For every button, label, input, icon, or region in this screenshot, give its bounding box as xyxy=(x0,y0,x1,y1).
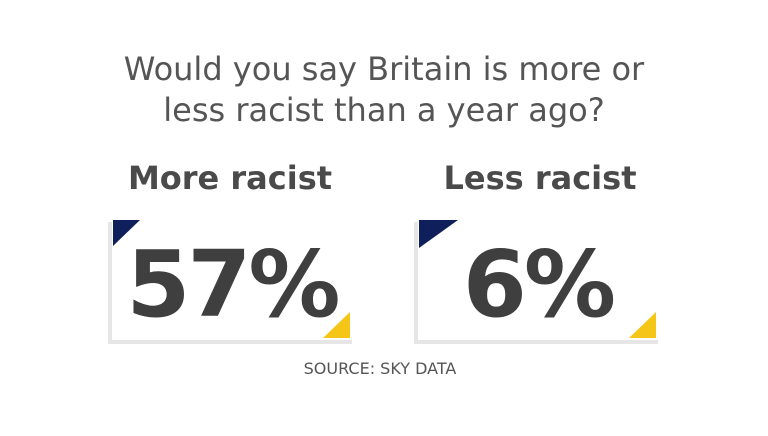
card-value: 6% xyxy=(463,231,614,338)
corner-yellow xyxy=(323,312,350,338)
card-shadow xyxy=(108,222,352,344)
card-box xyxy=(110,222,350,342)
card-label: Less racist xyxy=(444,159,637,197)
title-line: Would you say Britain is more or xyxy=(124,50,645,88)
card-value: 57% xyxy=(126,231,338,338)
corner-navy xyxy=(419,220,458,248)
corner-navy xyxy=(113,220,140,246)
card-shadow xyxy=(414,222,658,344)
card: More racist 57% xyxy=(108,159,352,344)
card: Less racist 6% xyxy=(414,159,658,344)
card-label: More racist xyxy=(128,159,332,197)
title-line: less racist than a year ago? xyxy=(163,91,604,129)
corner-yellow xyxy=(629,312,656,338)
source: SOURCE: SKY DATA xyxy=(304,359,457,378)
card-box xyxy=(416,222,656,342)
